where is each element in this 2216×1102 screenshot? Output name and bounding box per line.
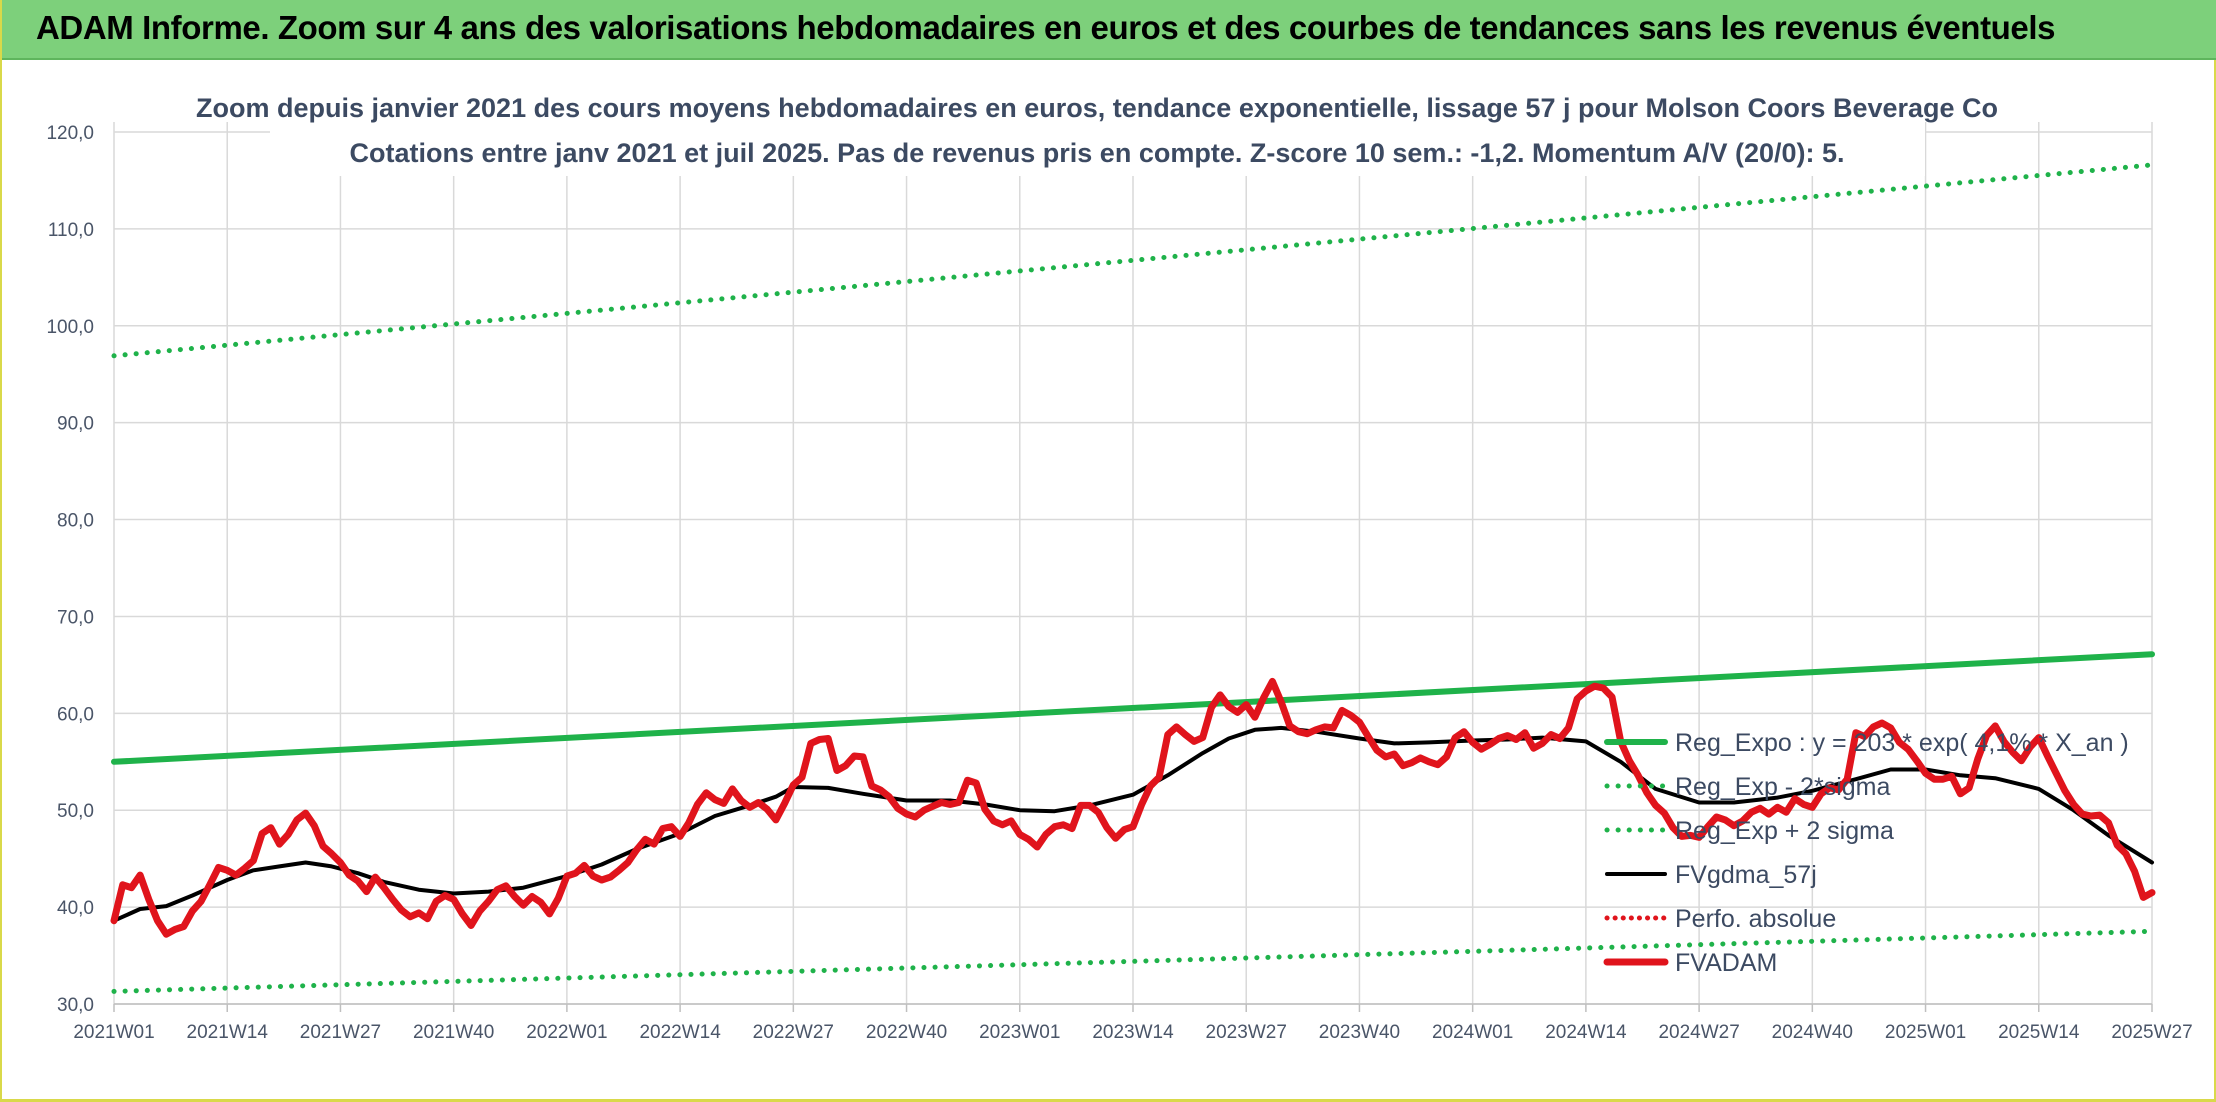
chart-series-layer <box>110 162 2156 994</box>
y-tick-label: 90,0 <box>57 414 94 435</box>
x-tick-label: 2021W01 <box>73 1022 154 1043</box>
x-tick-label: 2023W27 <box>1206 1022 1287 1043</box>
chart-grid <box>113 122 2153 1005</box>
x-tick-label: 2025W01 <box>1885 1022 1966 1043</box>
x-tick-label: 2025W27 <box>2111 1022 2192 1043</box>
legend-label-fvadam: FVADAM <box>1675 949 1777 977</box>
x-tick-label: 2023W14 <box>1092 1022 1174 1043</box>
y-tick-label: 120,0 <box>46 123 94 144</box>
x-tick-label: 2023W01 <box>979 1022 1060 1043</box>
x-tick-label: 2021W27 <box>300 1022 381 1043</box>
x-tick-label: 2024W40 <box>1772 1022 1853 1043</box>
y-tick-label: 100,0 <box>46 317 94 338</box>
x-axis-ticks: 2021W01 2021W14 2021W27 2021W40 2022W01 2022W… <box>73 1004 2193 1043</box>
chart-title: Zoom depuis janvier 2021 des cours moyen… <box>196 93 1998 123</box>
y-axis-ticks: 30,0 40,0 50,0 60,0 70,0 80,0 90,0 100,0 110,0 12… <box>46 123 94 1016</box>
x-tick-label: 2023W40 <box>1319 1022 1400 1043</box>
legend-label-fvgdma-57j: FVgdma_57j <box>1675 861 1817 889</box>
x-tick-label: 2021W14 <box>187 1022 269 1043</box>
chart-legend: Reg_Expo : y = 203 * exp( 4,1% * X_an ) R… <box>1603 729 2129 977</box>
y-tick-label: 50,0 <box>57 801 94 822</box>
page-header: ADAM Informe. Zoom sur 4 ans des valoris… <box>2 0 2216 60</box>
page-title: ADAM Informe. Zoom sur 4 ans des valoris… <box>36 9 2056 46</box>
series-line-reg-exp-2-sigma <box>111 162 2155 359</box>
series-line-fvadam <box>110 677 2156 938</box>
chart-subtitle: Cotations entre janv 2021 et juil 2025. … <box>349 138 1844 168</box>
x-tick-label: 2022W14 <box>639 1022 721 1043</box>
series-line-reg-exp-2-sigma <box>111 928 2155 994</box>
y-tick-label: 60,0 <box>57 704 94 725</box>
x-tick-label: 2024W01 <box>1432 1022 1513 1043</box>
y-tick-label: 70,0 <box>57 607 94 628</box>
x-tick-label: 2025W14 <box>1998 1022 2080 1043</box>
chart-title-block: Zoom depuis janvier 2021 des cours moyen… <box>196 84 1998 176</box>
x-tick-label: 2022W40 <box>866 1022 947 1043</box>
legend-label-perfo-absolue: Perfo. absolue <box>1675 905 1836 933</box>
legend-label-reg-exp-2-sigma: Reg_Exp + 2 sigma <box>1675 817 1894 845</box>
x-tick-label: 2022W27 <box>753 1022 834 1043</box>
y-tick-label: 110,0 <box>48 220 94 241</box>
x-tick-label: 2021W40 <box>413 1022 494 1043</box>
series-line-reg-expo-y-203-exp-4-1-x-an <box>111 651 2155 765</box>
x-tick-label: 2024W14 <box>1545 1022 1627 1043</box>
legend-label-reg-expo-y-203-exp-4-1-x-an: Reg_Expo : y = 203 * exp( 4,1% * X_an ) <box>1675 729 2129 757</box>
y-tick-label: 40,0 <box>57 898 94 919</box>
chart-title-backdrop <box>270 84 1925 176</box>
y-tick-label: 80,0 <box>57 511 94 532</box>
x-tick-label: 2022W01 <box>526 1022 607 1043</box>
x-tick-label: 2024W27 <box>1658 1022 1739 1043</box>
legend-label-reg-exp-2-sigma: Reg_Exp - 2*sigma <box>1675 773 1890 801</box>
y-tick-label: 30,0 <box>57 995 94 1016</box>
